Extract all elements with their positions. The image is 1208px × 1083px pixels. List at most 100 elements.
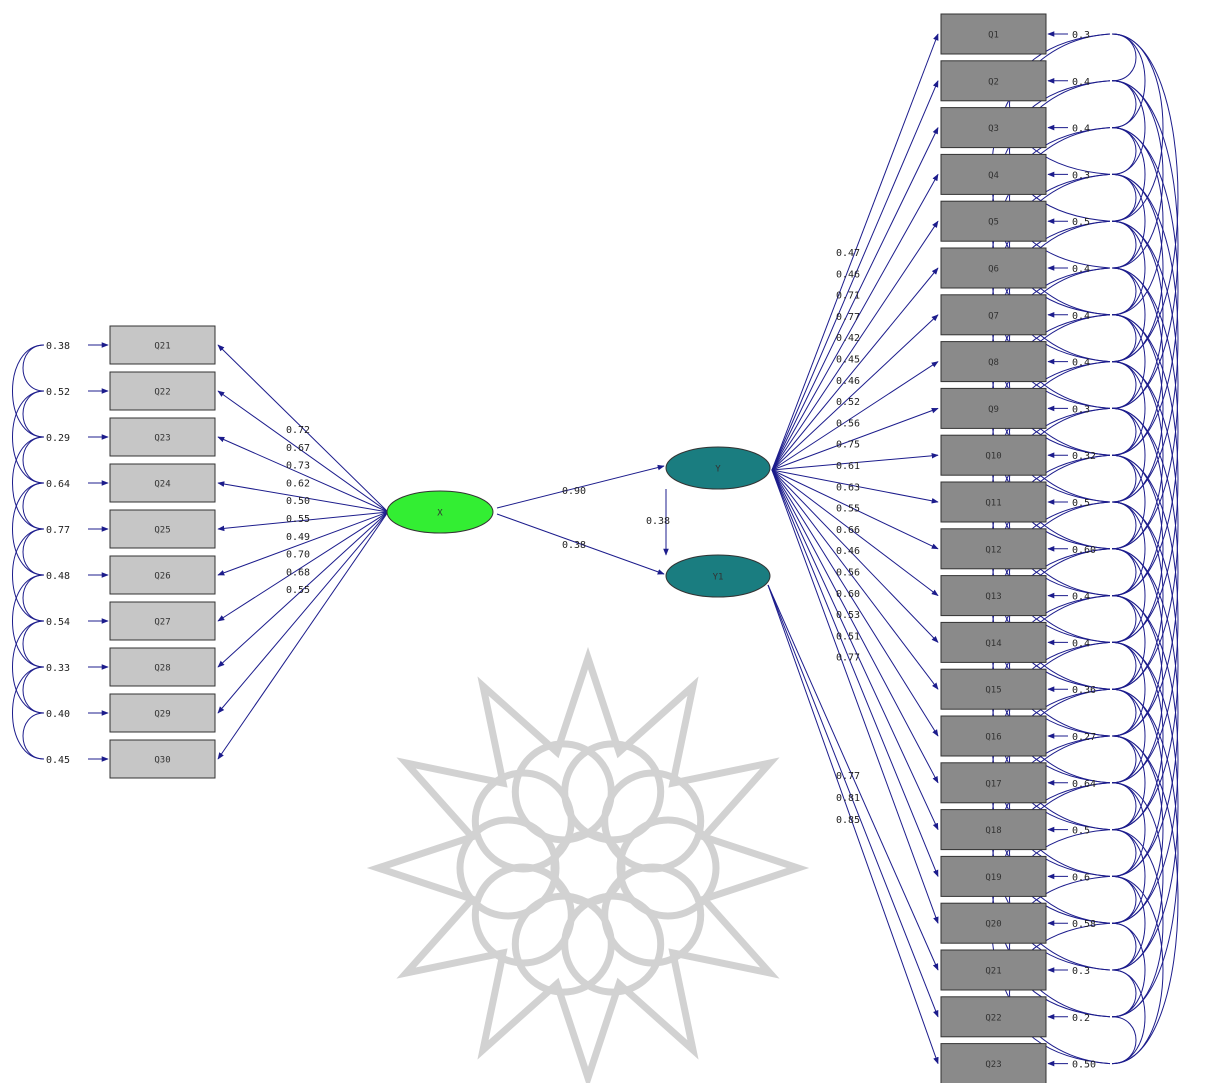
left-indicator-q24[interactable]: Q24 [109,463,216,503]
right-indicator-q12[interactable]: Q12 [940,528,1047,570]
left-indicator-q28[interactable]: Q28 [109,647,216,687]
loading-line [771,314,939,471]
loading-label: 0.85 [836,815,860,826]
error-label: 0.32 [1072,451,1096,462]
coef-x-y1: 0.90 [562,486,586,497]
right-indicator-q22[interactable]: Q22 [940,996,1047,1038]
error-label: 0.33 [46,663,70,674]
loading-label: 0.55 [836,504,860,515]
loading-label: 0.66 [836,525,860,536]
right-indicator-q3[interactable]: Q3 [940,107,1047,149]
latent-y1[interactable]: Y [665,446,771,490]
right-indicator-q5[interactable]: Q5 [940,200,1047,242]
error-label: 0.36 [1072,685,1096,696]
right-indicator-label: Q1 [988,31,999,41]
right-indicator-q16[interactable]: Q16 [940,715,1047,757]
right-indicator-label: Q22 [985,1013,1001,1023]
loading-label: 0.62 [286,478,310,489]
left-indicator-q22[interactable]: Q22 [109,371,216,411]
left-indicator-q23[interactable]: Q23 [109,417,216,457]
error-label: 0.48 [46,571,70,582]
coef-x-y2: 0.38 [562,540,586,551]
right-indicator-q4[interactable]: Q4 [940,153,1047,195]
loading-line [767,584,939,1065]
loading-label: 0.51 [836,631,860,642]
loading-line [771,173,939,471]
left-indicator-label: Q28 [154,664,170,674]
loading-line [217,511,389,622]
right-indicator-q13[interactable]: Q13 [940,575,1047,617]
error-label: 0.5 [1072,217,1090,228]
loading-label: 0.46 [836,376,860,387]
watermark-emblem [366,646,810,1083]
left-indicator-q30[interactable]: Q30 [109,739,216,779]
right-indicator-label: Q8 [988,358,999,368]
latent-y2[interactable]: Y1 [665,554,771,598]
loading-label: 0.68 [286,567,310,578]
left-indicator-label: Q22 [154,388,170,398]
right-indicator-q21[interactable]: Q21 [940,949,1047,991]
loading-line [771,267,939,471]
right-indicator-q11[interactable]: Q11 [940,481,1047,523]
left-indicator-label: Q23 [154,434,170,444]
error-label: 0.4 [1072,124,1090,135]
right-indicator-label: Q11 [985,499,1001,509]
left-indicator-label: Q21 [154,342,170,352]
loading-line [771,469,939,831]
left-indicator-label: Q24 [154,480,170,490]
right-indicator-q20[interactable]: Q20 [940,902,1047,944]
loading-label: 0.72 [286,425,310,436]
right-indicator-q6[interactable]: Q6 [940,247,1047,289]
right-indicator-q9[interactable]: Q9 [940,387,1047,429]
loading-label: 0.46 [836,269,860,280]
right-indicator-q14[interactable]: Q14 [940,621,1047,663]
error-label: 0.3 [1072,966,1090,977]
error-label: 0.54 [46,617,70,628]
right-indicator-q18[interactable]: Q18 [940,809,1047,851]
left-indicator-q21[interactable]: Q21 [109,325,216,365]
latent-x[interactable]: X [386,490,494,534]
left-indicator-q25[interactable]: Q25 [109,509,216,549]
right-indicator-q8[interactable]: Q8 [940,341,1047,383]
error-label: 0.58 [1072,919,1096,930]
error-label: 0.5 [1072,826,1090,837]
left-indicator-q29[interactable]: Q29 [109,693,216,733]
right-indicator-q7[interactable]: Q7 [940,294,1047,336]
right-indicator-q2[interactable]: Q2 [940,60,1047,102]
loading-label: 0.45 [836,355,860,366]
loading-line [771,469,939,878]
error-label: 0.60 [1072,545,1096,556]
left-indicator-q26[interactable]: Q26 [109,555,216,595]
error-label: 0.77 [46,525,70,536]
right-indicator-label: Q17 [985,779,1001,789]
right-indicator-q10[interactable]: Q10 [940,434,1047,476]
loading-label: 0.67 [286,443,310,454]
loading-line [771,33,939,471]
latent-y2-label: Y1 [713,573,724,583]
right-indicator-q19[interactable]: Q19 [940,855,1047,897]
right-indicator-q17[interactable]: Q17 [940,762,1047,804]
right-indicator-q1[interactable]: Q1 [940,13,1047,55]
loading-label: 0.47 [836,248,860,259]
right-indicator-label: Q5 [988,218,999,228]
loading-label: 0.81 [836,793,860,804]
loading-line [771,407,939,471]
left-indicator-label: Q30 [154,756,170,766]
loading-label: 0.56 [836,418,860,429]
path-x-to-y2 [496,513,665,575]
path-lines [88,31,1068,1067]
left-indicator-q27[interactable]: Q27 [109,601,216,641]
right-indicator-label: Q20 [985,920,1001,930]
path-coefficients: 0.72 0.38 0.67 0.52 0.73 0.29 0.62 0.64 0.50 0.77… [46,30,1096,1071]
loading-line [771,469,939,504]
loading-line [771,469,939,784]
loading-label: 0.56 [836,568,860,579]
loading-label: 0.70 [286,550,310,561]
loading-line [771,220,939,471]
right-indicator-label: Q12 [985,545,1001,555]
right-indicator-q23[interactable]: Q23 [940,1043,1047,1083]
right-indicator-q15[interactable]: Q15 [940,668,1047,710]
loading-label: 0.77 [836,312,860,323]
loading-label: 0.61 [836,461,860,472]
latent-x-label: X [437,509,443,519]
